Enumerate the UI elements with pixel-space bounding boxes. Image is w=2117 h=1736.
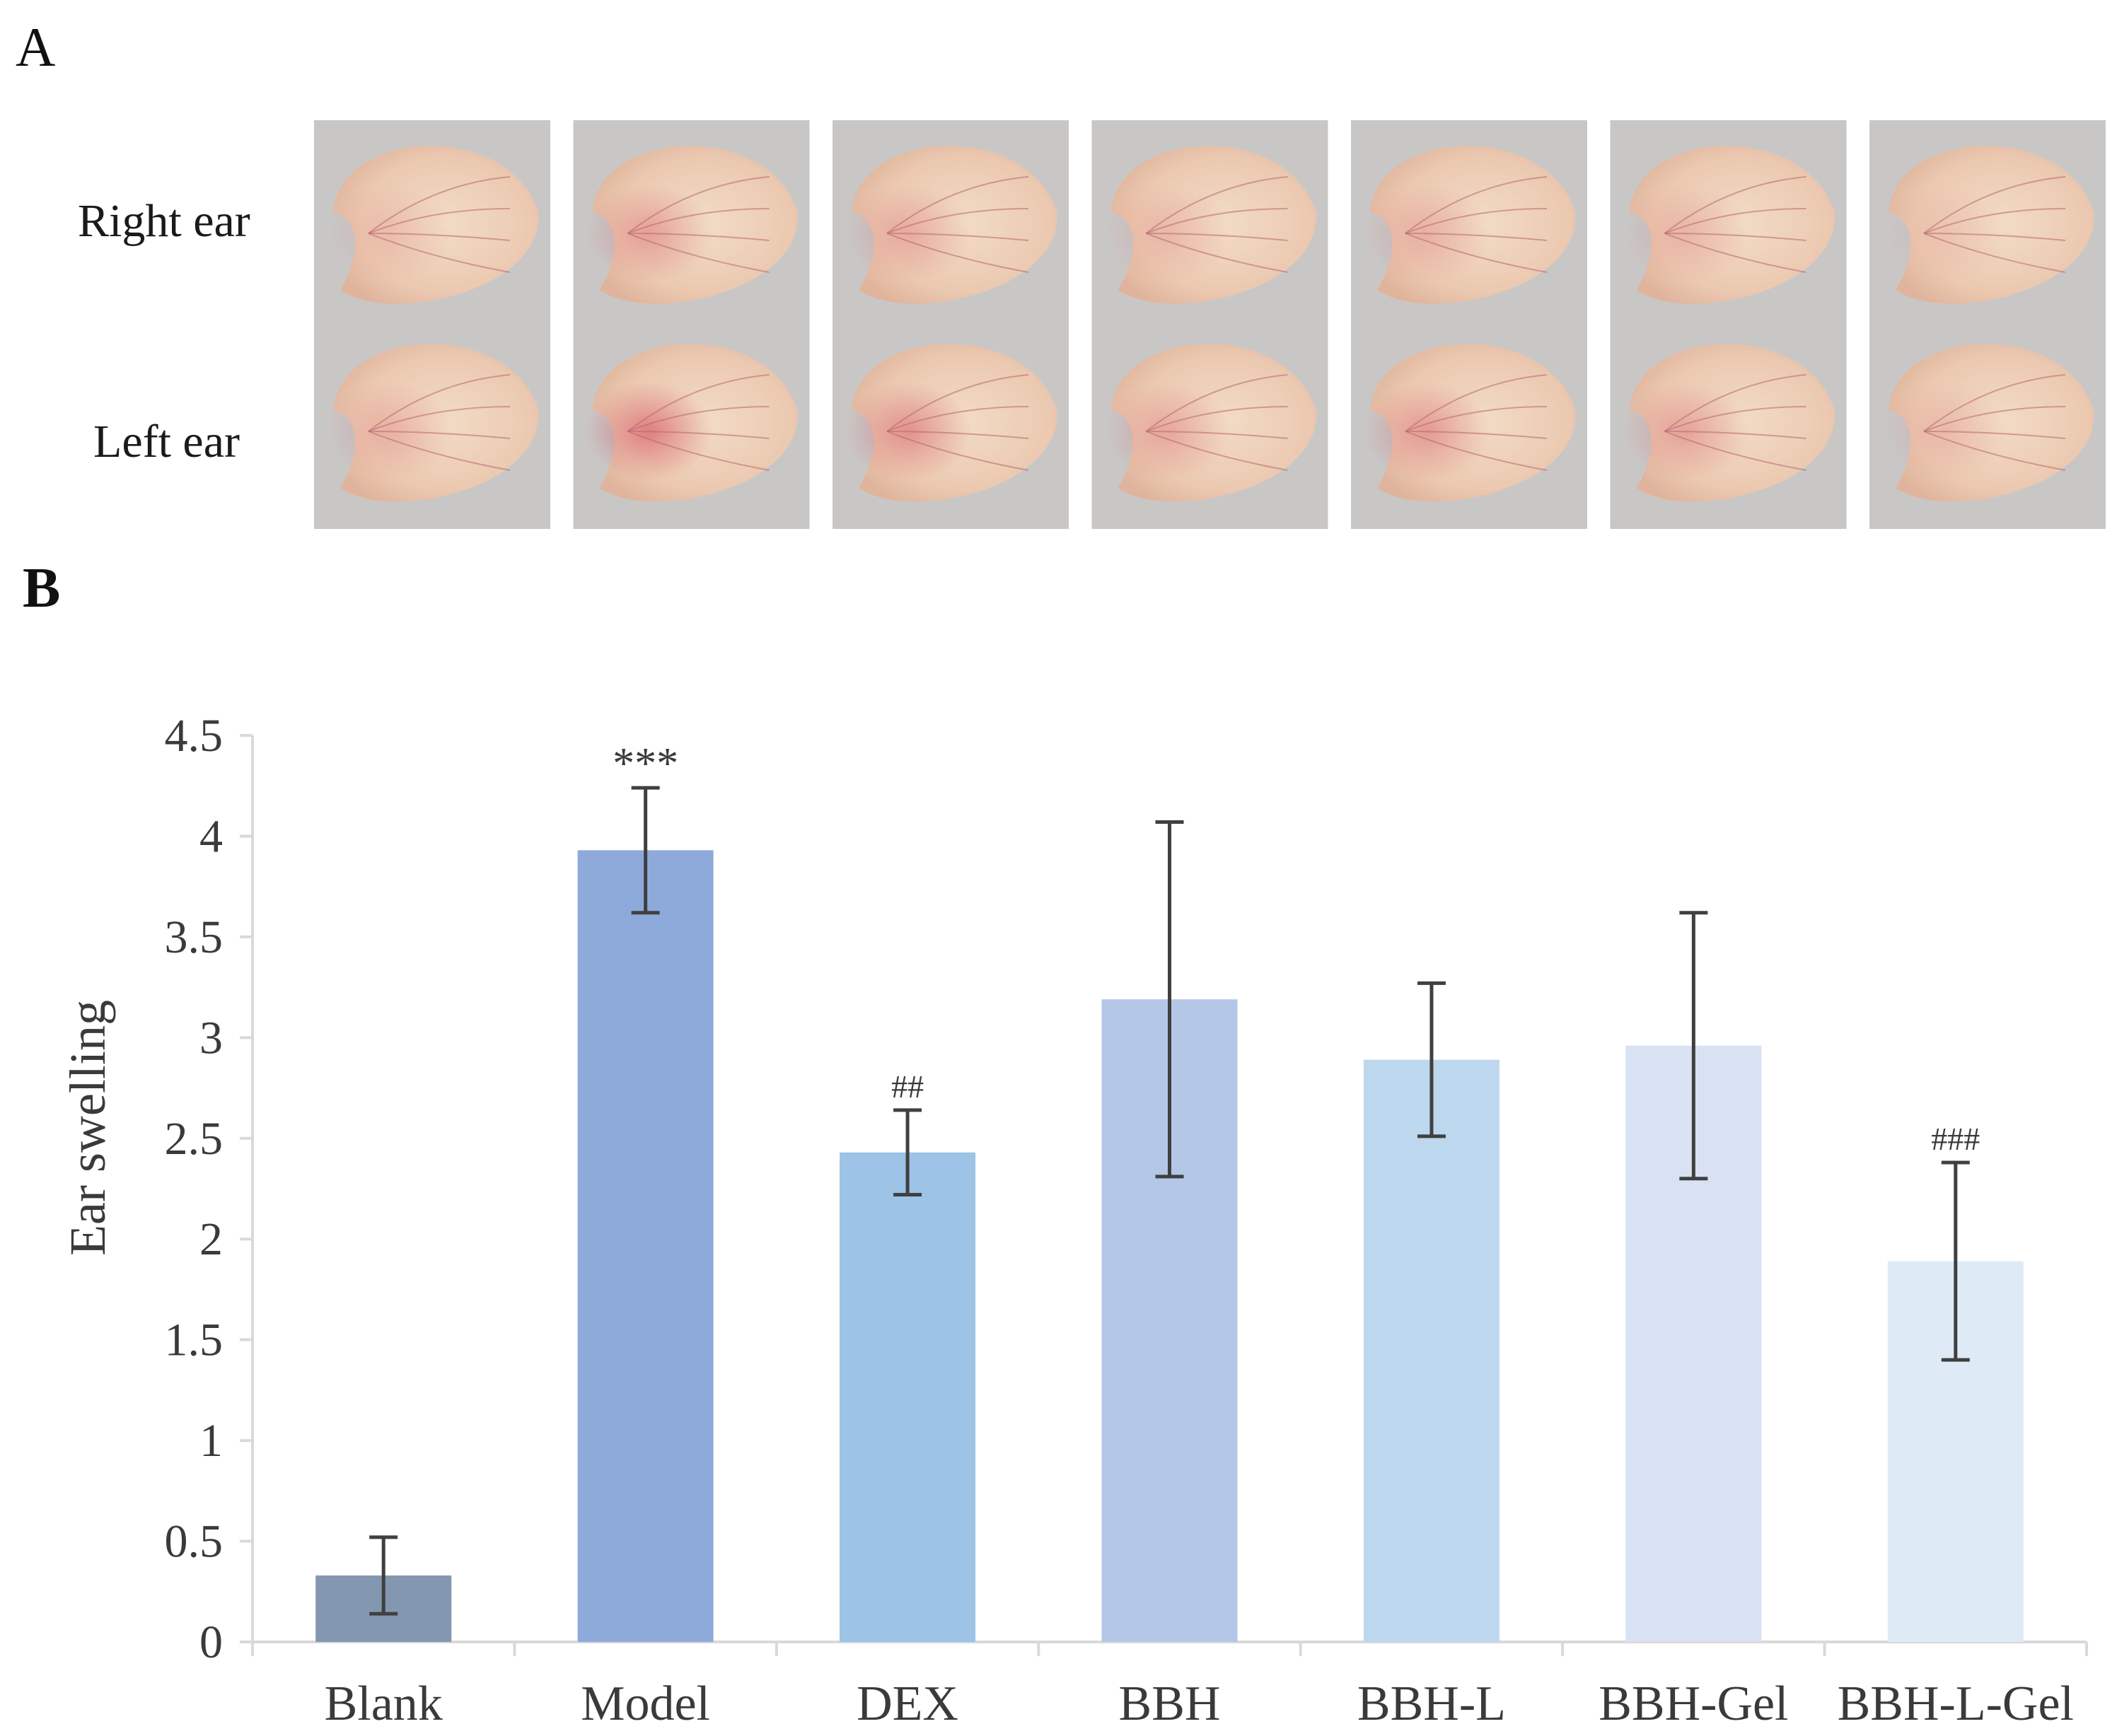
- y-axis-title: Ear swelling: [59, 1000, 116, 1256]
- ear-photo-bbh-gel: [1610, 120, 1847, 529]
- y-tick-label: 2.5: [165, 1113, 224, 1165]
- x-tick-label-bbh-l-gel: BBH-L-Gel: [1838, 1677, 2074, 1731]
- x-tick-label-blank: Blank: [325, 1677, 443, 1731]
- bar-dex: [840, 1152, 976, 1642]
- row-label-left-ear: Left ear: [93, 416, 240, 467]
- bar-bbh: [1101, 999, 1238, 1642]
- y-tick-label: 2: [199, 1213, 223, 1265]
- error-bar-bbh-l-gel: [1941, 1160, 1970, 1362]
- ear-photo-model: [573, 120, 810, 529]
- error-bar-blank: [369, 1535, 398, 1616]
- x-tick-label-dex: DEX: [857, 1677, 958, 1731]
- bar-model: [577, 850, 714, 1642]
- ear-photo-dex: [833, 120, 1069, 529]
- ear-photo-bbh-l: [1351, 120, 1587, 529]
- ear-photo-blank: [314, 120, 550, 529]
- bar-bbh-gel: [1625, 1045, 1762, 1642]
- y-tick-label: 4: [199, 810, 223, 862]
- row-label-right-ear: Right ear: [78, 195, 250, 247]
- y-tick-label: 3: [199, 1012, 223, 1064]
- error-bar-bbh-gel: [1679, 911, 1708, 1181]
- panel-a-label: A: [16, 16, 56, 78]
- y-tick-label: 0: [199, 1616, 223, 1668]
- ear-photo-bbh: [1091, 120, 1328, 529]
- bar-blank: [315, 1575, 452, 1642]
- ear-photo-strip: [314, 120, 2106, 529]
- y-tick-label: 4.5: [165, 710, 224, 762]
- significance-label-model: ***: [613, 740, 678, 788]
- y-tick-label: 1.5: [165, 1315, 224, 1366]
- panel-b-label: B: [23, 557, 61, 619]
- error-bar-model: [631, 786, 660, 915]
- error-bar-dex: [893, 1108, 922, 1197]
- error-bar-bbh: [1155, 820, 1184, 1179]
- y-tick-label: 3.5: [165, 911, 224, 963]
- x-tick-label-model: Model: [581, 1677, 710, 1731]
- x-tick-label-bbh-gel: BBH-Gel: [1599, 1677, 1788, 1731]
- error-bar-bbh-l: [1417, 981, 1446, 1138]
- significance-label-bbh-l-gel: ###: [1931, 1121, 1980, 1157]
- ear-photo-bbh-l-gel: [1869, 120, 2106, 529]
- bar-bbh-l-gel: [1887, 1261, 2024, 1642]
- y-tick-label: 0.5: [165, 1516, 224, 1568]
- significance-label-dex: ##: [891, 1068, 924, 1105]
- x-tick-label-bbh: BBH: [1119, 1677, 1221, 1731]
- bar-bbh-l: [1363, 1059, 1500, 1642]
- y-tick-label: 1: [199, 1415, 223, 1467]
- x-tick-label-bbh-l: BBH-L: [1357, 1677, 1506, 1731]
